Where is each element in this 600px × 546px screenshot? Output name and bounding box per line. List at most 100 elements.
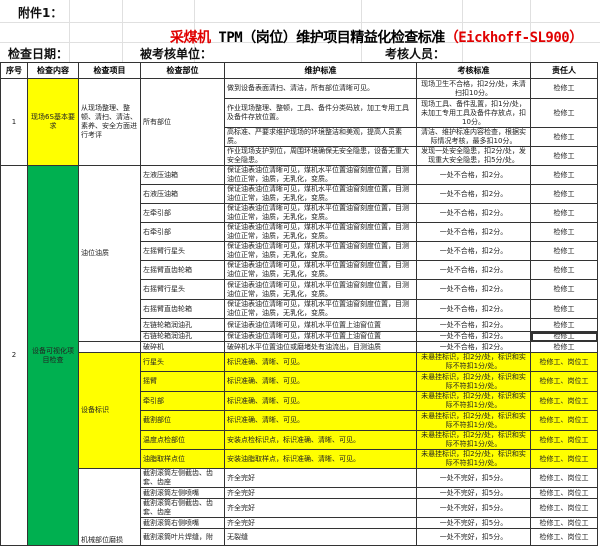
standard-cell[interactable]: 保证油表油位清晰可见，煤机水平位置上油窗位置 bbox=[224, 331, 417, 342]
assessment-cell[interactable]: 未悬挂标识，扣2分/处，标识和实际不符扣1分/处。 bbox=[416, 449, 531, 469]
part-cell[interactable]: 截割滚筒叶片焊缝，附 bbox=[140, 528, 225, 546]
col-content[interactable]: 检查内容 bbox=[27, 62, 79, 79]
standard-cell[interactable]: 高标准、严要求维护现场的环境整洁和美观，提高人员素质。 bbox=[224, 127, 417, 147]
assessment-cell[interactable]: 一处不合格，扣2分。 bbox=[416, 260, 531, 280]
standard-cell[interactable]: 做到设备表面清扫、清洁，所有部位清晰可见。 bbox=[224, 78, 417, 99]
seq-cell[interactable]: 1 bbox=[0, 78, 28, 166]
part-cell[interactable]: 所有部位 bbox=[140, 78, 225, 166]
standard-cell[interactable]: 保证油表油位清晰可见，煤机水平位置油窗刻度位置，目测油位正常，油质，无乳化，变质… bbox=[224, 260, 417, 280]
assessment-cell[interactable]: 一处不完好，扣5分。 bbox=[416, 468, 531, 488]
assessment-cell[interactable]: 一处不合格，扣2分。 bbox=[416, 184, 531, 204]
assessment-cell[interactable]: 一处不合格，扣2分。 bbox=[416, 241, 531, 261]
owner-cell[interactable]: 检修工、岗位工 bbox=[530, 430, 598, 450]
standard-cell[interactable]: 作业现场支护到位，周围环境确保无安全隐患，设备无重大安全隐患。 bbox=[224, 146, 417, 166]
owner-cell[interactable]: 检修工、岗位工 bbox=[530, 498, 598, 518]
part-cell[interactable]: 右摇臂行星头 bbox=[140, 279, 225, 300]
owner-cell[interactable]: 检修工、岗位工 bbox=[530, 449, 598, 469]
owner-cell[interactable]: 检修工、岗位工 bbox=[530, 371, 598, 392]
standard-cell[interactable]: 保证油表油位清晰可见，煤机水平位置油窗刻度位置，目测油位正常，油质，无乳化，变质… bbox=[224, 184, 417, 204]
part-cell[interactable]: 破碎机 bbox=[140, 341, 225, 353]
assessment-cell[interactable]: 未悬挂标识，扣2分/处，标识和实际不符扣1分/处。 bbox=[416, 430, 531, 450]
col-owner[interactable]: 责任人 bbox=[530, 62, 598, 79]
part-cell[interactable]: 截割部位 bbox=[140, 410, 225, 431]
assessment-cell[interactable]: 一处不合格，扣2分。 bbox=[416, 203, 531, 223]
part-cell[interactable]: 油脂取样点位 bbox=[140, 449, 225, 469]
assessment-cell[interactable]: 现场工具、备件乱置，扣1分/处，未加工专用工具及备件存放点，扣10分。 bbox=[416, 98, 531, 128]
standard-cell[interactable]: 标识准确、清晰、可见。 bbox=[224, 371, 417, 392]
standard-cell[interactable]: 保证油表油位清晰可见，煤机水平位置油窗刻度位置，目测油位正常，油质，无乳化，变质… bbox=[224, 299, 417, 319]
part-cell[interactable]: 右链轮箱润油孔 bbox=[140, 331, 225, 342]
col-standard[interactable]: 维护标准 bbox=[224, 62, 417, 79]
standard-cell[interactable]: 齐全完好 bbox=[224, 487, 417, 499]
item-cell[interactable]: 机械部位磨损 bbox=[78, 468, 141, 546]
standard-cell[interactable]: 标识准确、清晰、可见。 bbox=[224, 410, 417, 431]
assessment-cell[interactable]: 现场卫生不合格，扣2分/处，未清扫扣10分。 bbox=[416, 78, 531, 99]
assessment-cell[interactable]: 一处不合格，扣2分。 bbox=[416, 331, 531, 342]
part-cell[interactable]: 左牵引部 bbox=[140, 203, 225, 223]
standard-cell[interactable]: 无裂缝 bbox=[224, 528, 417, 546]
assessment-cell[interactable]: 未悬挂标识，扣2分/处，标识和实际不符扣1分/处。 bbox=[416, 352, 531, 372]
part-cell[interactable]: 右液压油箱 bbox=[140, 184, 225, 204]
owner-cell[interactable]: 检修工 bbox=[530, 318, 598, 332]
item-cell-empty[interactable] bbox=[78, 341, 141, 353]
assessment-cell[interactable]: 一处不完好，扣5分。 bbox=[416, 487, 531, 499]
standard-cell[interactable]: 安装油脂取样点，标识准确、清晰、可见。 bbox=[224, 449, 417, 469]
assessment-cell[interactable]: 一处不合格，扣2分。 bbox=[416, 318, 531, 332]
part-cell[interactable]: 左摇臂行星头 bbox=[140, 241, 225, 261]
owner-cell[interactable]: 检修工 bbox=[530, 78, 598, 99]
standard-cell[interactable]: 齐全完好 bbox=[224, 498, 417, 518]
part-cell[interactable]: 摇臂 bbox=[140, 371, 225, 392]
assessment-cell[interactable]: 未悬挂标识，扣2分/处，标识和实际不符扣1分/处。 bbox=[416, 391, 531, 411]
assessment-cell[interactable]: 发现一处安全隐患，扣2分/处，发现重大安全隐患，扣5分/处。 bbox=[416, 146, 531, 166]
part-cell[interactable]: 截割滚筒右侧截齿、齿套、齿座 bbox=[140, 498, 225, 518]
owner-cell[interactable]: 检修工、岗位工 bbox=[530, 352, 598, 372]
owner-cell[interactable]: 检修工 bbox=[530, 341, 598, 353]
standard-cell[interactable]: 作业现场整理、整顿，工具、备件分类码放，加工专用工具及备件存放位置。 bbox=[224, 98, 417, 128]
part-cell[interactable]: 截割滚筒左侧喷嘴 bbox=[140, 487, 225, 499]
owner-cell[interactable]: 检修工 bbox=[530, 184, 598, 204]
content-cell[interactable]: 现场6S基本要求 bbox=[27, 78, 79, 166]
standard-cell[interactable]: 保证油表油位清晰可见，煤机水平位置油窗刻度位置，目测油位正常，油质，无乳化，变质… bbox=[224, 203, 417, 223]
item-cell[interactable]: 从现场整理、整顿、清扫、清洁、素养、安全方面进行考评 bbox=[78, 78, 141, 166]
owner-cell[interactable]: 检修工 bbox=[530, 331, 598, 342]
owner-cell[interactable]: 检修工、岗位工 bbox=[530, 517, 598, 529]
assessment-cell[interactable]: 一处不合格，扣2分。 bbox=[416, 279, 531, 300]
standard-cell[interactable]: 保证油表油位清晰可见，煤机水平位置油窗刻度位置，目测油位正常，油质，无乳化，变质… bbox=[224, 241, 417, 261]
owner-cell[interactable]: 检修工 bbox=[530, 203, 598, 223]
standard-cell[interactable]: 安装点检标识点，标识准确、清晰、可见。 bbox=[224, 430, 417, 450]
part-cell[interactable]: 温度点检部位 bbox=[140, 430, 225, 450]
part-cell[interactable]: 左摇臂直齿轮箱 bbox=[140, 260, 225, 280]
owner-cell[interactable]: 检修工 bbox=[530, 222, 598, 242]
seq-cell[interactable]: 2 bbox=[0, 165, 28, 546]
part-cell[interactable]: 左链轮箱润油孔 bbox=[140, 318, 225, 332]
part-cell[interactable]: 右牵引部 bbox=[140, 222, 225, 242]
owner-cell[interactable]: 检修工、岗位工 bbox=[530, 487, 598, 499]
assessment-cell[interactable]: 一处不合格，扣2分。 bbox=[416, 341, 531, 353]
item-cell[interactable]: 设备标识 bbox=[78, 352, 141, 469]
standard-cell[interactable]: 标识准确、清晰、可见。 bbox=[224, 391, 417, 411]
standard-cell[interactable]: 标识准确、清晰、可见。 bbox=[224, 352, 417, 372]
owner-cell[interactable]: 检修工、岗位工 bbox=[530, 468, 598, 488]
owner-cell[interactable]: 检修工、岗位工 bbox=[530, 528, 598, 546]
assessment-cell[interactable]: 一处不合格，扣2分。 bbox=[416, 165, 531, 185]
assessment-cell[interactable]: 一处不完好，扣5分。 bbox=[416, 517, 531, 529]
col-seq[interactable]: 序号 bbox=[0, 62, 28, 79]
owner-cell[interactable]: 检修工 bbox=[530, 279, 598, 300]
col-part[interactable]: 检查部位 bbox=[140, 62, 225, 79]
owner-cell[interactable]: 检修工 bbox=[530, 98, 598, 128]
owner-cell[interactable]: 检修工、岗位工 bbox=[530, 410, 598, 431]
assessment-cell[interactable]: 一处不完好，扣5分。 bbox=[416, 498, 531, 518]
assessment-cell[interactable]: 一处不合格，扣2分。 bbox=[416, 299, 531, 319]
standard-cell[interactable]: 齐全完好 bbox=[224, 517, 417, 529]
assessment-cell[interactable]: 一处不完好，扣5分。 bbox=[416, 528, 531, 546]
assessment-cell[interactable]: 清洁、维护标准内容检查，根据实际情况考核，最多扣10分。 bbox=[416, 127, 531, 147]
standard-cell[interactable]: 保证油表油位清晰可见，煤机水平位置油窗刻度位置，目测油位正常，油质，无乳化，变质… bbox=[224, 279, 417, 300]
col-assessment[interactable]: 考核标准 bbox=[416, 62, 531, 79]
owner-cell[interactable]: 检修工、岗位工 bbox=[530, 391, 598, 411]
standard-cell[interactable]: 保证油表油位清晰可见，煤机水平位置上油窗位置 bbox=[224, 318, 417, 332]
part-cell[interactable]: 行星头 bbox=[140, 352, 225, 372]
owner-cell[interactable]: 检修工 bbox=[530, 299, 598, 319]
content-cell[interactable]: 设备可视化项目检查 bbox=[27, 165, 79, 546]
part-cell[interactable]: 牵引部 bbox=[140, 391, 225, 411]
item-cell[interactable]: 油位油质 bbox=[78, 165, 141, 342]
